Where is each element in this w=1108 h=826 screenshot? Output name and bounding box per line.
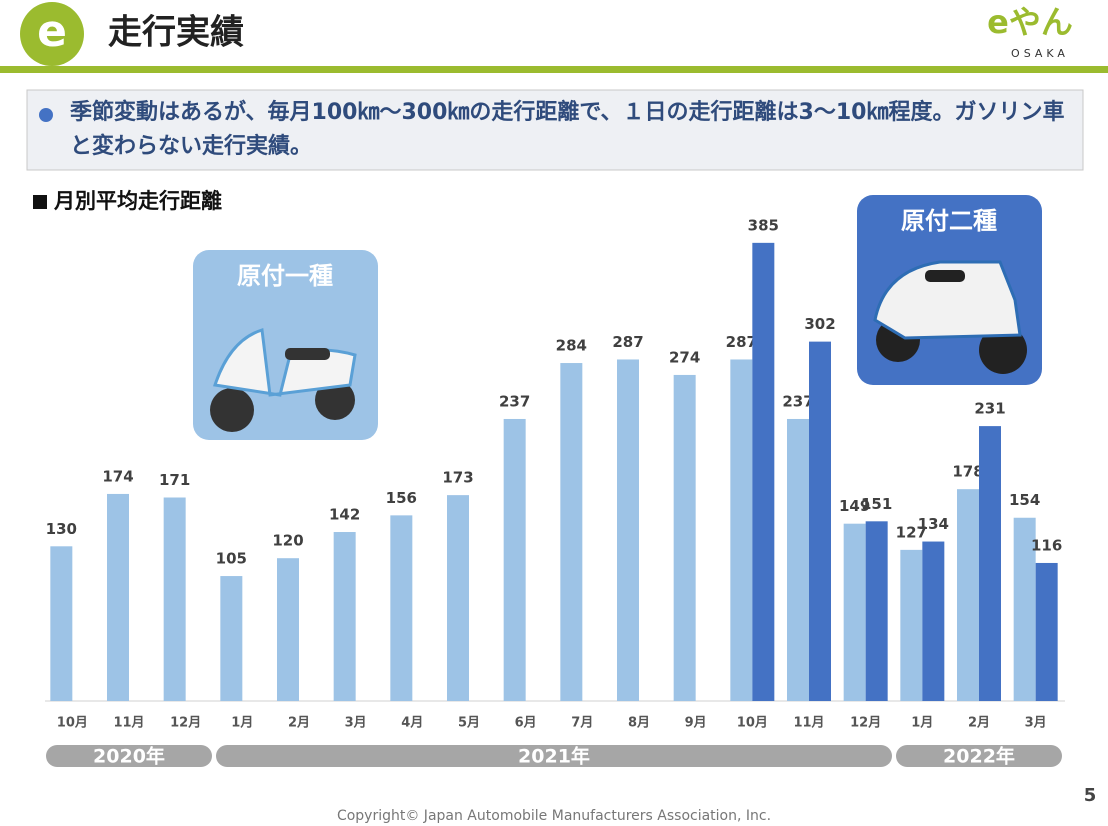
data-label: 231 xyxy=(974,400,1005,418)
bar xyxy=(333,532,356,701)
scooter-icon xyxy=(873,260,1027,374)
bar xyxy=(922,541,945,701)
bar xyxy=(787,418,809,701)
year-band xyxy=(896,745,1062,767)
bar xyxy=(560,363,583,701)
bar xyxy=(673,374,696,701)
data-label: 149 xyxy=(839,497,870,515)
x-tick-label: 1月 xyxy=(231,716,253,731)
x-tick-label: 6月 xyxy=(515,716,537,731)
year-label: 2021年 xyxy=(518,745,590,768)
summary-text: 季節変動はあるが、毎月100㎞～300㎞の走行距離で、１日の走行距離は3～10㎞… xyxy=(70,100,1065,159)
data-label: 385 xyxy=(748,216,779,234)
x-tick-label: 8月 xyxy=(628,716,650,731)
bar xyxy=(503,418,526,701)
data-label: 287 xyxy=(726,333,757,351)
x-tick-label: 4月 xyxy=(401,716,423,731)
x-tick-label: 2月 xyxy=(288,716,310,731)
year-band xyxy=(46,745,212,767)
data-label: 171 xyxy=(159,471,190,489)
data-label: 130 xyxy=(46,520,77,538)
x-tick-label: 10月 xyxy=(737,716,768,731)
data-label: 284 xyxy=(556,337,587,355)
scooter-icon xyxy=(210,328,357,432)
page-number: 5 xyxy=(1084,785,1097,806)
bar xyxy=(50,546,73,701)
chart-title: 月別平均走行距離 xyxy=(53,189,222,213)
bar xyxy=(220,576,243,701)
bar xyxy=(957,489,979,701)
summary-box xyxy=(26,89,1084,171)
brand-sub: OSAKA xyxy=(1011,47,1069,60)
bar xyxy=(730,359,753,701)
bar xyxy=(617,359,639,701)
year-label: 2022年 xyxy=(943,745,1015,768)
data-label: 127 xyxy=(896,523,927,541)
brand-logo: eやん xyxy=(987,3,1073,41)
slide-title: 走行実績 xyxy=(108,13,244,53)
x-tick-label: 2月 xyxy=(968,716,990,731)
x-tick-label: 12月 xyxy=(170,716,201,731)
data-label: 154 xyxy=(1009,491,1040,509)
data-label: 134 xyxy=(918,515,949,533)
x-tick-label: 9月 xyxy=(685,716,707,731)
x-tick-label: 11月 xyxy=(113,716,144,731)
bar xyxy=(107,493,129,701)
x-tick-label: 7月 xyxy=(571,716,593,731)
legend-label: 原付一種 xyxy=(237,262,333,290)
data-label: 302 xyxy=(804,315,835,333)
data-label: 142 xyxy=(329,506,360,524)
x-tick-label: 1月 xyxy=(911,716,933,731)
data-label: 105 xyxy=(216,550,247,568)
section-marker xyxy=(33,195,47,209)
data-label: 237 xyxy=(499,392,530,410)
x-tick-label: 3月 xyxy=(1025,716,1047,731)
bar xyxy=(1013,517,1036,701)
header-rule xyxy=(0,66,1108,73)
data-label: 151 xyxy=(861,495,892,513)
bar xyxy=(390,515,413,701)
logo-e: e xyxy=(37,6,67,57)
bar xyxy=(447,495,469,701)
x-tick-label: 5月 xyxy=(458,716,480,731)
bar xyxy=(1035,562,1058,701)
data-label: 174 xyxy=(102,467,133,485)
bar xyxy=(809,341,831,701)
data-label: 116 xyxy=(1031,536,1062,554)
bullet xyxy=(39,108,53,122)
bar xyxy=(163,497,186,701)
data-label: 120 xyxy=(272,532,303,550)
data-label: 173 xyxy=(442,469,473,487)
bar xyxy=(865,521,888,701)
bar xyxy=(843,523,866,701)
copyright: Copyright© Japan Automobile Manufacturer… xyxy=(337,808,771,824)
x-tick-label: 10月 xyxy=(57,716,88,731)
year-band xyxy=(216,745,892,767)
bar xyxy=(277,558,299,701)
logo-mark xyxy=(20,2,84,66)
x-tick-label: 3月 xyxy=(345,716,367,731)
data-label: 237 xyxy=(782,392,813,410)
x-tick-label: 12月 xyxy=(850,716,881,731)
bar xyxy=(900,549,923,701)
year-label: 2020年 xyxy=(93,745,165,768)
data-label: 178 xyxy=(952,463,983,481)
data-label: 287 xyxy=(612,333,643,351)
bar xyxy=(752,242,775,701)
bar xyxy=(979,426,1001,701)
x-tick-label: 11月 xyxy=(793,716,824,731)
data-label: 274 xyxy=(669,348,700,366)
legend-label: 原付二種 xyxy=(901,207,997,235)
data-label: 156 xyxy=(386,489,417,507)
